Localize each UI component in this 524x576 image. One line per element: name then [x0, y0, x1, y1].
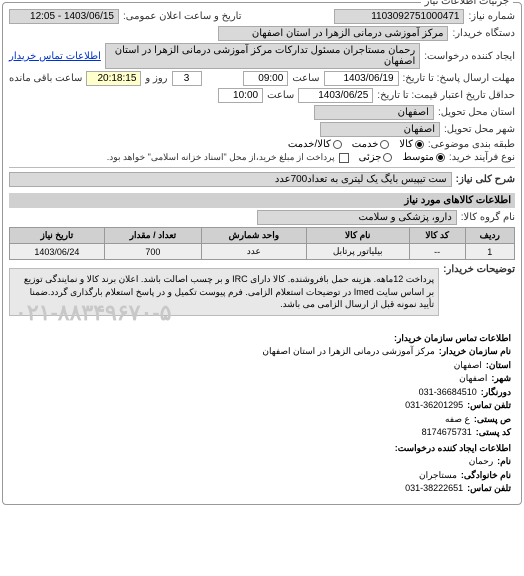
row-group: نام گروه کالا: دارو، پزشکی و سلامت	[9, 210, 515, 225]
details-panel: جزئیات اطلاعات نیاز شماره نیاز: 11030927…	[2, 2, 522, 505]
panel-title: جزئیات اطلاعات نیاز	[421, 0, 513, 7]
th-qty: تعداد / مقدار	[104, 228, 201, 244]
td-qty: 700	[104, 244, 201, 260]
row-need-type: نوع فرآیند خرید: متوسط جزئی پرداخت از مب…	[9, 152, 515, 163]
f-zip-label: کد پستی:	[476, 426, 511, 440]
row-province: استان محل تحویل: اصفهان	[9, 105, 515, 120]
footer-creator-header: اطلاعات ایجاد کننده درخواست:	[13, 442, 511, 456]
radio-goods[interactable]: کالا	[399, 139, 424, 150]
buyer-org-value: مرکز آموزشی درمانی الزهرا در استان اصفها…	[218, 26, 448, 41]
radio-goods-label: کالا	[399, 139, 413, 150]
radio-service-label: خدمت	[352, 139, 379, 150]
city-label: شهر محل تحویل:	[444, 124, 515, 135]
f-org-label: نام سازمان خریدار:	[439, 345, 511, 359]
row-validity: حداقل تاریخ اعتبار قیمت: تا تاریخ: 1403/…	[9, 88, 515, 103]
footer-contact-header: اطلاعات تماس سازمان خریدار:	[13, 332, 511, 346]
th-name: نام کالا	[306, 228, 409, 244]
deadline-date: 1403/06/19	[324, 71, 399, 86]
td-name: بیلیاتور پرتابل	[306, 244, 409, 260]
goods-table: ردیف کد کالا نام کالا واحد شمارش تعداد /…	[9, 227, 515, 260]
desc-label: شرح کلی نیاز:	[456, 174, 515, 185]
req-number-label: شماره نیاز:	[468, 11, 515, 22]
row-deadline: مهلت ارسال پاسخ: تا تاریخ: 1403/06/19 سا…	[9, 71, 515, 86]
need-type-label: نوع فرآیند خرید:	[449, 152, 515, 163]
footer-block: اطلاعات تماس سازمان خریدار: نام سازمان خ…	[9, 330, 515, 498]
f-tel: 031-38222651	[405, 482, 463, 496]
validity-time: 10:00	[218, 88, 263, 103]
td-unit: عدد	[202, 244, 307, 260]
f-zip: 8174675731	[422, 426, 472, 440]
time-label-2: ساعت	[267, 90, 294, 101]
req-number-value: 1103092751000471	[334, 9, 464, 24]
requester-label: ایجاد کننده درخواست:	[424, 51, 515, 62]
td-date: 1403/06/24	[10, 244, 105, 260]
radio-service[interactable]: خدمت	[352, 139, 390, 150]
row-req-number: شماره نیاز: 1103092751000471 تاریخ و ساع…	[9, 9, 515, 24]
radio-both-label: کالا/خدمت	[288, 139, 331, 150]
th-code: کد کالا	[409, 228, 465, 244]
row-desc: شرح کلی نیاز: ست تیپیس بایگ یک لیتری به …	[9, 172, 515, 187]
f-family-label: نام خانوادگی:	[461, 469, 511, 483]
province-label: استان محل تحویل:	[438, 107, 515, 118]
days-label: روز و	[145, 73, 167, 84]
announce-value: 1403/06/15 - 12:05	[9, 9, 119, 24]
group-value: دارو، پزشکی و سلامت	[257, 210, 457, 225]
f-name-label: نام:	[497, 455, 511, 469]
row-buyer-org: دستگاه خریدار: مرکز آموزشی درمانی الزهرا…	[9, 26, 515, 41]
validity-label: حداقل تاریخ اعتبار قیمت: تا تاریخ:	[377, 90, 515, 101]
f-family: مستاجران	[419, 469, 457, 483]
f-phone-label: تلفن تماس:	[467, 399, 511, 413]
group-label: نام گروه کالا:	[461, 212, 515, 223]
province-value: اصفهان	[314, 105, 434, 120]
th-row: ردیف	[465, 228, 514, 244]
f-phone: 031-36201295	[405, 399, 463, 413]
f-tel-label: تلفن تماس:	[467, 482, 511, 496]
f-org: مرکز آموزشی درمانی الزهرا در استان اصفها…	[262, 345, 434, 359]
f-pobox-label: ص پستی:	[474, 413, 511, 427]
th-unit: واحد شمارش	[202, 228, 307, 244]
f-province: اصفهان	[454, 359, 482, 373]
table-row: 1 -- بیلیاتور پرتابل عدد 700 1403/06/24	[10, 244, 515, 260]
row-category: طبقه بندی موضوعی: کالا خدمت کالا/خدمت	[9, 139, 515, 150]
row-city: شهر محل تحویل: اصفهان	[9, 122, 515, 137]
desc-value: ست تیپیس بایگ یک لیتری به تعداد700عدد	[9, 172, 452, 187]
validity-date: 1403/06/25	[298, 88, 373, 103]
radio-medium-label: متوسط	[402, 152, 433, 163]
f-fax: 031-36684510	[419, 386, 477, 400]
days-left: 3	[172, 71, 202, 86]
table-header-row: ردیف کد کالا نام کالا واحد شمارش تعداد /…	[10, 228, 515, 244]
row-requester: ایجاد کننده درخواست: رحمان مستاجران مسئو…	[9, 43, 515, 69]
remaining-label: ساعت باقی مانده	[9, 73, 82, 84]
deadline-label: مهلت ارسال پاسخ: تا تاریخ:	[403, 73, 515, 84]
category-label: طبقه بندی موضوعی:	[428, 139, 515, 150]
radio-medium[interactable]: متوسط	[402, 152, 444, 163]
f-city-label: شهر:	[491, 372, 511, 386]
requester-value: رحمان مستاجران مسئول تدارکات مرکز آموزشی…	[105, 43, 420, 69]
contact-link[interactable]: اطلاعات تماس خریدار	[9, 51, 101, 62]
radio-partial[interactable]: جزئی	[359, 152, 393, 163]
td-code: --	[409, 244, 465, 260]
td-row: 1	[465, 244, 514, 260]
f-name: رحمان	[469, 455, 493, 469]
radio-partial-label: جزئی	[359, 152, 382, 163]
time-label-1: ساعت	[292, 73, 319, 84]
buyer-notes-label: توضیحات خریدار:	[443, 264, 515, 275]
goods-section-header: اطلاعات کالاهای مورد نیاز	[9, 193, 515, 208]
deadline-time: 09:00	[243, 71, 288, 86]
city-value: اصفهان	[320, 122, 440, 137]
announce-label: تاریخ و ساعت اعلان عمومی:	[123, 11, 242, 22]
f-fax-label: دورنگار:	[481, 386, 511, 400]
f-pobox: ع صفه	[445, 413, 470, 427]
f-city: اصفهان	[459, 372, 487, 386]
payment-note: پرداخت از مبلغ خرید،از محل "اسناد خزانه …	[107, 152, 335, 163]
remaining-time: 20:18:15	[86, 71, 141, 86]
f-province-label: استان:	[486, 359, 511, 373]
buyer-org-label: دستگاه خریدار:	[452, 28, 515, 39]
th-date: تاریخ نیاز	[10, 228, 105, 244]
radio-both[interactable]: کالا/خدمت	[288, 139, 342, 150]
payment-checkbox[interactable]	[339, 153, 349, 163]
